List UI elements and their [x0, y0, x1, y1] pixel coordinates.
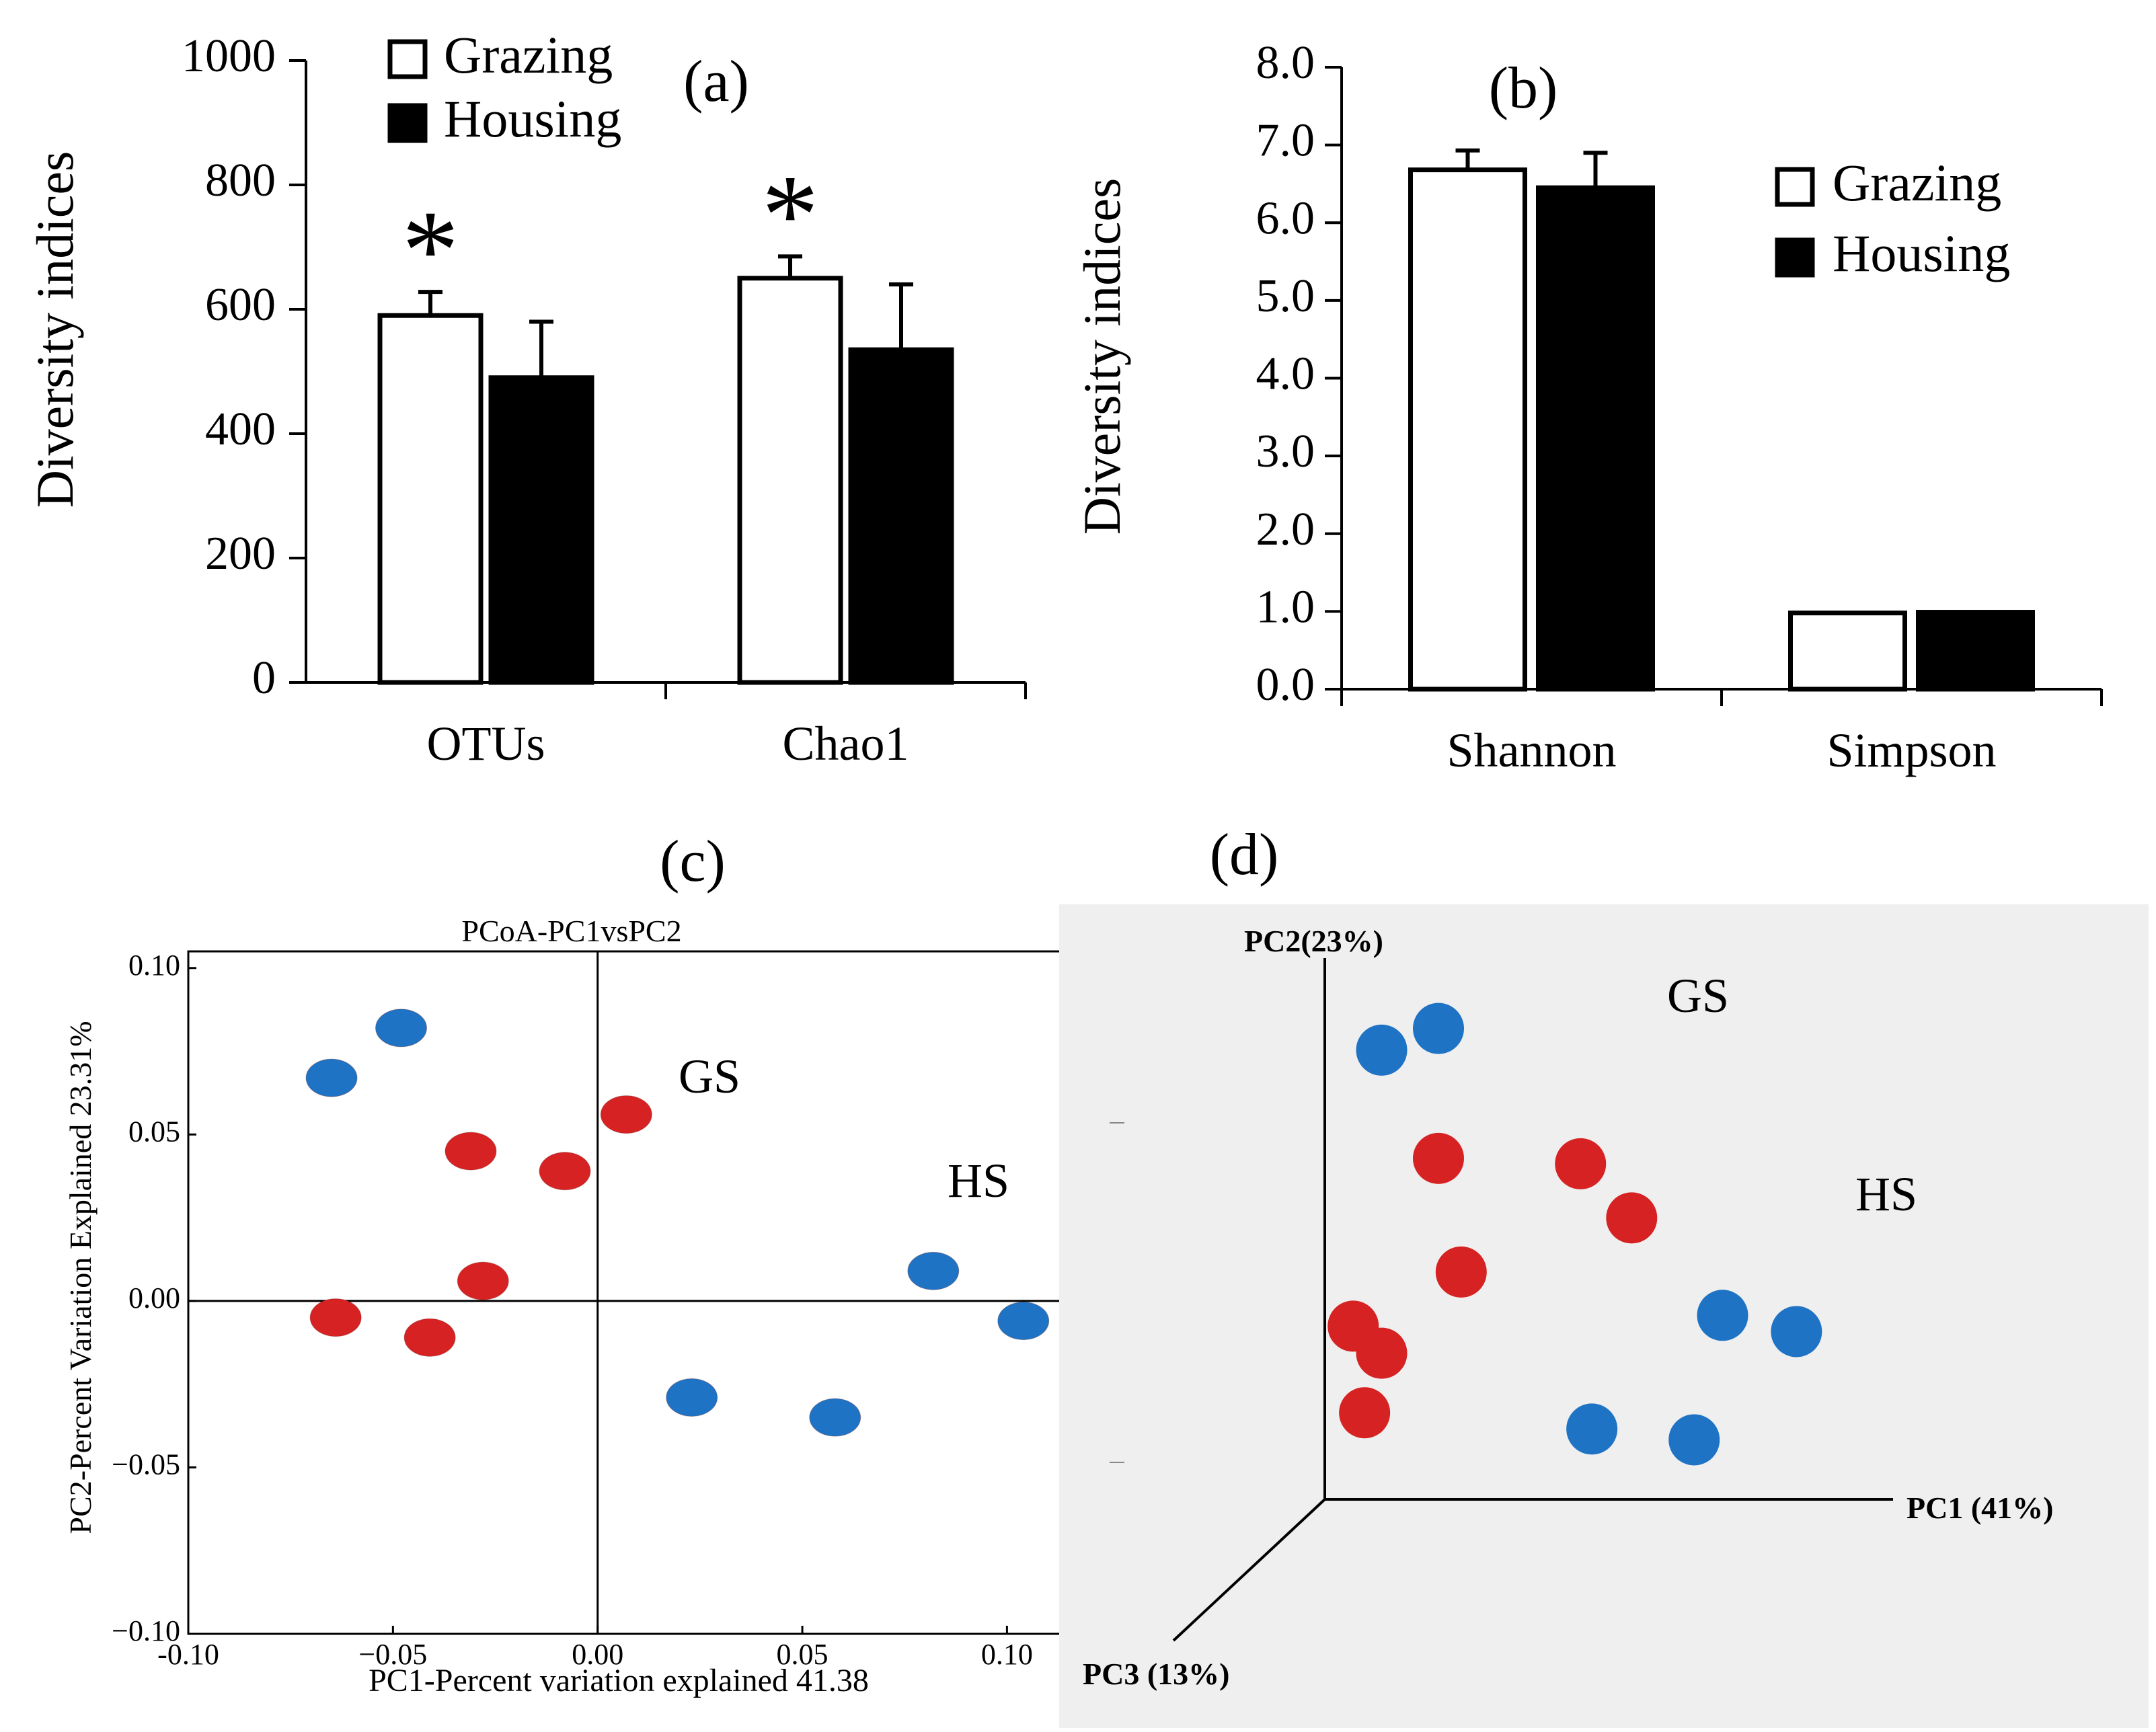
c-group-label-gs: GS — [679, 1050, 740, 1103]
d-point-gs — [1339, 1387, 1391, 1439]
b-legend-swatch-housing — [1775, 237, 1815, 278]
b-y-axis-label: Diversity indices — [1073, 178, 1131, 535]
c-point-hs — [907, 1251, 960, 1290]
b-legend-label: Grazing — [1833, 153, 2001, 212]
b-bar-grazing — [1408, 167, 1527, 692]
b-legend-label: Housing — [1833, 224, 2010, 282]
d-point-hs — [1356, 1024, 1408, 1076]
c-y-tick-label: −0.10 — [112, 1614, 180, 1647]
a-y-tick-label: 1000 — [182, 30, 276, 82]
c-y-tick-label: 0.05 — [128, 1115, 180, 1148]
a-significance-star: * — [402, 187, 459, 313]
c-x-tick-label: 0.10 — [981, 1638, 1033, 1671]
b-legend-swatch-grazing — [1775, 167, 1815, 207]
d-point-hs — [1668, 1414, 1720, 1466]
c-x-axis-label: PC1-Percent variation explained 41.38 — [369, 1663, 869, 1698]
b-y-tick-label: 2.0 — [1256, 504, 1315, 555]
a-legend-label: Housing — [444, 89, 621, 148]
d-point-hs — [1566, 1403, 1618, 1455]
b-y-tick-label: 6.0 — [1256, 192, 1315, 244]
b-bar-grazing — [1788, 611, 1907, 692]
a-bar-housing — [488, 375, 594, 685]
d-axis-label-pc2: PC2(23%) — [1244, 924, 1383, 958]
d-point-gs — [1435, 1246, 1487, 1298]
b-x-tick-label: Simpson — [1826, 723, 1996, 777]
c-point-hs — [997, 1302, 1050, 1341]
c-panel-label: (c) — [660, 829, 726, 894]
d-panel-background — [1059, 904, 2149, 1728]
c-x-tick-label: 0.05 — [777, 1638, 829, 1671]
c-y-tick-label: −0.05 — [112, 1448, 180, 1481]
a-legend-label: Grazing — [444, 26, 613, 84]
d-point-gs — [1356, 1327, 1408, 1379]
b-y-tick-label: 1.0 — [1256, 581, 1315, 633]
b-y-tick-label: 3.0 — [1256, 426, 1315, 477]
b-y-tick-label: 8.0 — [1256, 37, 1315, 89]
d-panel-label: (d) — [1210, 822, 1279, 888]
d-point-gs — [1555, 1138, 1607, 1189]
c-group-label-hs: HS — [948, 1154, 1009, 1208]
a-significance-star: * — [762, 151, 819, 278]
b-bar-housing — [1916, 610, 2035, 692]
c-x-tick-label: -0.10 — [157, 1638, 219, 1671]
d-point-hs — [1413, 1002, 1464, 1054]
c-point-hs — [305, 1058, 358, 1097]
c-point-hs — [666, 1378, 718, 1417]
b-x-tick-label: Shannon — [1447, 723, 1617, 777]
d-group-label-gs: GS — [1667, 969, 1729, 1023]
a-y-tick-label: 200 — [205, 528, 276, 580]
c-point-hs — [809, 1398, 861, 1437]
a-y-axis-label: Diversity indices — [26, 151, 84, 508]
b-y-tick-label: 4.0 — [1256, 348, 1315, 400]
a-y-tick-label: 800 — [205, 155, 276, 206]
d-point-gs — [1606, 1192, 1658, 1244]
c-point-hs — [375, 1009, 428, 1048]
c-point-gs — [600, 1095, 652, 1134]
a-bar-grazing — [377, 313, 484, 685]
c-point-gs — [539, 1152, 591, 1191]
b-y-tick-label: 5.0 — [1256, 270, 1315, 322]
c-plot-frame — [187, 950, 1131, 1635]
c-x-tick-label: 0.00 — [572, 1638, 623, 1671]
c-y-tick-label: 0.00 — [128, 1282, 180, 1314]
c-point-gs — [445, 1132, 497, 1171]
d-point-hs — [1697, 1290, 1748, 1341]
d-point-hs — [1771, 1306, 1822, 1357]
c-point-gs — [457, 1261, 509, 1300]
d-axis-label-pc1: PC1 (41%) — [1907, 1491, 2053, 1525]
a-bar-grazing — [737, 276, 843, 685]
b-y-tick-label: 0.0 — [1256, 659, 1315, 711]
c-y-tick-label: 0.10 — [128, 949, 180, 982]
c-y-axis-label: PC2-Percent Variation Explained 23.31% — [63, 1021, 98, 1534]
c-point-gs — [309, 1298, 362, 1337]
a-y-tick-label: 600 — [205, 279, 276, 331]
d-point-gs — [1413, 1132, 1464, 1184]
a-legend-swatch-housing — [387, 103, 428, 143]
a-x-tick-label: OTUs — [427, 717, 545, 771]
c-chart-title: PCoA-PC1vsPC2 — [461, 914, 681, 948]
c-x-tick-label: −0.05 — [358, 1638, 427, 1671]
b-panel-label: (b) — [1489, 56, 1558, 121]
a-y-tick-label: 0 — [252, 652, 276, 704]
a-x-tick-label: Chao1 — [783, 717, 909, 771]
c-point-gs — [403, 1318, 456, 1357]
a-y-tick-label: 400 — [205, 403, 276, 455]
d-axis-label-pc3: PC3 (13%) — [1083, 1657, 1229, 1691]
a-bar-housing — [848, 347, 954, 685]
b-bar-housing — [1536, 185, 1655, 692]
b-y-tick-label: 7.0 — [1256, 115, 1315, 167]
a-panel-label: (a) — [683, 49, 749, 114]
a-legend-swatch-grazing — [387, 39, 428, 79]
d-group-label-hs: HS — [1855, 1167, 1917, 1221]
d-axis-pc3 — [1172, 1498, 1326, 1642]
